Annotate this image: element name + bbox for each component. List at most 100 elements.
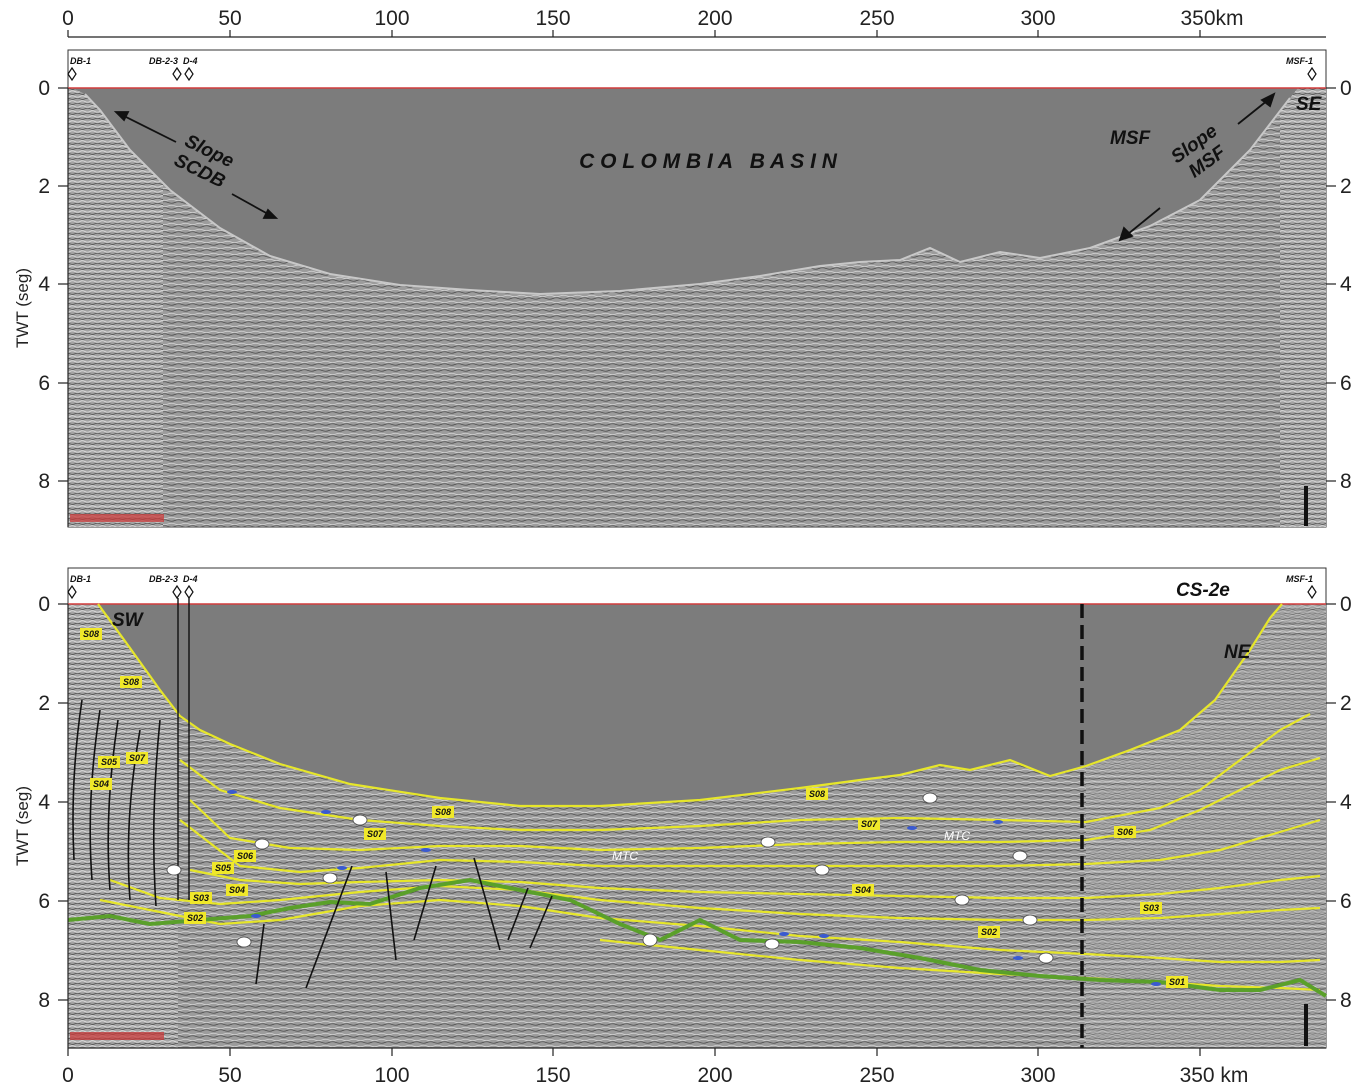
bottom-y-right-tick-6: 6 (1340, 890, 1352, 913)
label-s05-b: S05 (212, 862, 234, 874)
bottom-seismic-panel: DB-1 DB-2-3 D-4 MSF-1 CS-2e SW NE MTC MT… (67, 567, 1328, 1049)
bottom-x-tick-0: 0 (62, 1064, 74, 1087)
label-s02-b: S02 (978, 926, 1000, 938)
label-s03-b: S03 (1140, 902, 1162, 914)
bottom-y-tick-0: 0 (38, 593, 50, 616)
top-x-tick-100: 100 (374, 7, 409, 30)
top-seafloor-line (84, 93, 1291, 296)
bottom-well-d4-icon (184, 584, 194, 600)
top-slope-right-arrows (1118, 92, 1276, 242)
top-well-db23-label: DB-2-3 (149, 56, 178, 66)
top-well-d4-label: D-4 (183, 56, 198, 66)
top-well-msf1-label: MSF-1 (1286, 56, 1313, 66)
bottom-well-db23-label: DB-2-3 (149, 574, 178, 584)
label-s06-a: S06 (234, 850, 256, 862)
label-s08-c: S08 (432, 806, 454, 818)
top-y-tick-6: 6 (38, 372, 50, 395)
label-s04-b: S04 (226, 884, 248, 896)
top-well-db1-icon (67, 66, 77, 82)
bottom-well-msf1-label: MSF-1 (1286, 574, 1313, 584)
label-s03-a: S03 (190, 892, 212, 904)
horizon-s08 (97, 603, 1283, 808)
top-x-tick-50: 50 (218, 7, 241, 30)
bottom-y-tick-8: 8 (38, 989, 50, 1012)
top-y-right-tick-4: 4 (1340, 273, 1352, 296)
top-well-msf1-icon (1307, 66, 1317, 82)
top-y-right-tick-8: 8 (1340, 470, 1352, 493)
bottom-x-axis: 0 50 100 150 200 250 300 350 km (62, 1047, 1326, 1087)
bottom-well-lines (177, 598, 190, 900)
top-x-tick-350: 350km (1180, 7, 1243, 30)
bottom-basement-horizon (67, 877, 1328, 998)
top-x-tick-250: 250 (859, 7, 894, 30)
label-s04-c: S04 (852, 884, 874, 896)
svg-text:S05: S05 (101, 757, 118, 767)
top-y-axis-left: 0 2 4 6 8 TWT (seg) (13, 77, 69, 527)
top-x-tick-150: 150 (535, 7, 570, 30)
horizon-s07 (179, 713, 1311, 832)
label-s06-b: S06 (1114, 826, 1136, 838)
bottom-mtc-labels: MTC MTC (612, 829, 970, 863)
bottom-blue-markers (227, 790, 1161, 986)
top-well-db23-icon (172, 66, 182, 82)
svg-text:S02: S02 (981, 927, 997, 937)
bottom-x-tick-300: 300 (1020, 1064, 1055, 1087)
bottom-horizons (97, 603, 1321, 992)
svg-text:S04: S04 (229, 885, 245, 895)
top-right-marker (1304, 486, 1308, 526)
bottom-right-marker (1304, 1004, 1308, 1046)
bottom-x-tick-100: 100 (374, 1064, 409, 1087)
bottom-y-axis-left: 0 2 4 6 8 TWT (seg) (13, 593, 69, 1048)
svg-text:S08: S08 (809, 789, 825, 799)
bottom-x-tick-350: 350 km (1180, 1064, 1249, 1087)
top-well-d4-icon (184, 66, 194, 82)
bottom-x-tick-200: 200 (697, 1064, 732, 1087)
label-s02-a: S02 (184, 912, 206, 924)
label-s07-c: S07 (858, 818, 880, 830)
bottom-y-right-tick-2: 2 (1340, 692, 1352, 715)
bottom-y-tick-4: 4 (38, 791, 50, 814)
top-y-tick-0: 0 (38, 77, 50, 100)
top-seismic-panel: DB-1 DB-2-3 D-4 MSF-1 C O L O M B I A B … (67, 49, 1327, 528)
top-x-tick-0: 0 (62, 7, 74, 30)
top-msf-label: MSF (1110, 128, 1152, 149)
top-water-column (72, 88, 1298, 294)
svg-text:S08: S08 (123, 677, 139, 687)
top-y-right-tick-6: 6 (1340, 372, 1352, 395)
bottom-x-tick-150: 150 (535, 1064, 570, 1087)
bottom-y-axis-label: TWT (seg) (13, 786, 32, 866)
top-y-axis-label: TWT (seg) (13, 268, 32, 348)
svg-text:S07: S07 (861, 819, 878, 829)
bottom-well-msf1-icon (1307, 584, 1317, 600)
label-s07-b: S07 (364, 828, 386, 840)
bottom-white-markers (166, 792, 1054, 964)
top-y-axis-right: 0 2 4 6 8 (1326, 77, 1352, 493)
top-x-tick-300: 300 (1020, 7, 1055, 30)
top-se-label: SE (1296, 94, 1323, 115)
bottom-well-db23-icon (172, 584, 182, 600)
bottom-y-right-tick-0: 0 (1340, 593, 1352, 616)
svg-text:S06: S06 (1117, 827, 1134, 837)
top-scale-bar (70, 514, 164, 522)
horizon-s06 (189, 756, 1321, 852)
label-s08-d: S08 (806, 788, 828, 800)
svg-text:S04: S04 (855, 885, 871, 895)
label-s08-b: S08 (120, 676, 142, 688)
svg-text:S07: S07 (129, 753, 146, 763)
svg-text:S08: S08 (83, 629, 99, 639)
svg-text:S08: S08 (435, 807, 451, 817)
bottom-y-right-tick-8: 8 (1340, 989, 1352, 1012)
top-y-right-tick-0: 0 (1340, 77, 1352, 100)
bottom-well-db1-label: DB-1 (70, 574, 91, 584)
svg-text:S03: S03 (193, 893, 209, 903)
bottom-ne-label: NE (1224, 642, 1252, 663)
top-x-tick-200: 200 (697, 7, 732, 30)
bottom-y-tick-2: 2 (38, 692, 50, 715)
svg-text:S05: S05 (215, 863, 232, 873)
bottom-well-markers: DB-1 DB-2-3 D-4 MSF-1 (67, 574, 1317, 600)
top-basin-title: C O L O M B I A B A S I N (579, 150, 838, 173)
label-s05-a: S05 (98, 756, 120, 768)
horizon-s05 (179, 818, 1321, 874)
horizon-s02 (99, 898, 1321, 964)
horizon-s03 (109, 878, 1321, 922)
